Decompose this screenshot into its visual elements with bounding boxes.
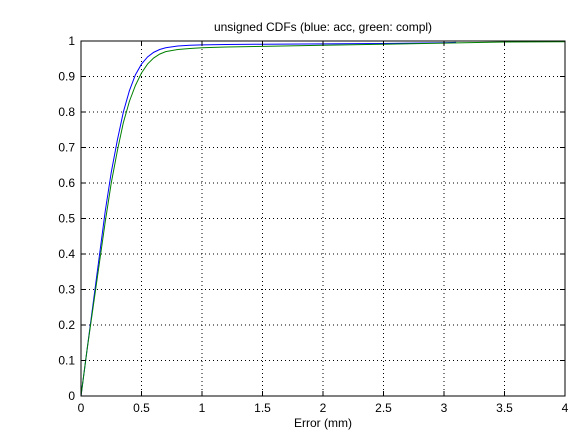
y-tick-label: 0.2 [58,318,75,332]
axis-ticks: 0 0.5 1 1.5 2 2.5 3 3.5 4 0 0.1 0.2 0.3 0.4 0.5 0.6 0.7 0… [58,34,568,415]
y-tick-label: 0.1 [58,354,75,368]
y-tick-label: 0.7 [58,141,75,155]
x-tick-label: 4 [562,401,569,415]
chart-title: unsigned CDFs (blue: acc, green: compl) [214,20,432,34]
y-tick-label: 0.5 [58,212,75,226]
y-tick-label: 0 [68,389,75,403]
y-tick-label: 0.3 [58,283,75,297]
y-tick-label: 0.4 [58,247,75,261]
grid [81,41,565,396]
x-tick-label: 2 [320,401,327,415]
y-tick-label: 0.8 [58,105,75,119]
x-tick-label: 3.5 [496,401,513,415]
x-tick-label: 1.5 [254,401,271,415]
x-tick-label: 2.5 [375,401,392,415]
y-tick-label: 1 [68,34,75,48]
series-line-0 [80,41,457,397]
x-tick-label: 0 [78,401,85,415]
y-tick-label: 0.6 [58,176,75,190]
x-axis-label: Error (mm) [294,416,352,430]
x-tick-label: 1 [199,401,206,415]
x-tick-label: 3 [441,401,448,415]
y-tick-label: 0.9 [58,70,75,84]
x-tick-label: 0.5 [133,401,150,415]
